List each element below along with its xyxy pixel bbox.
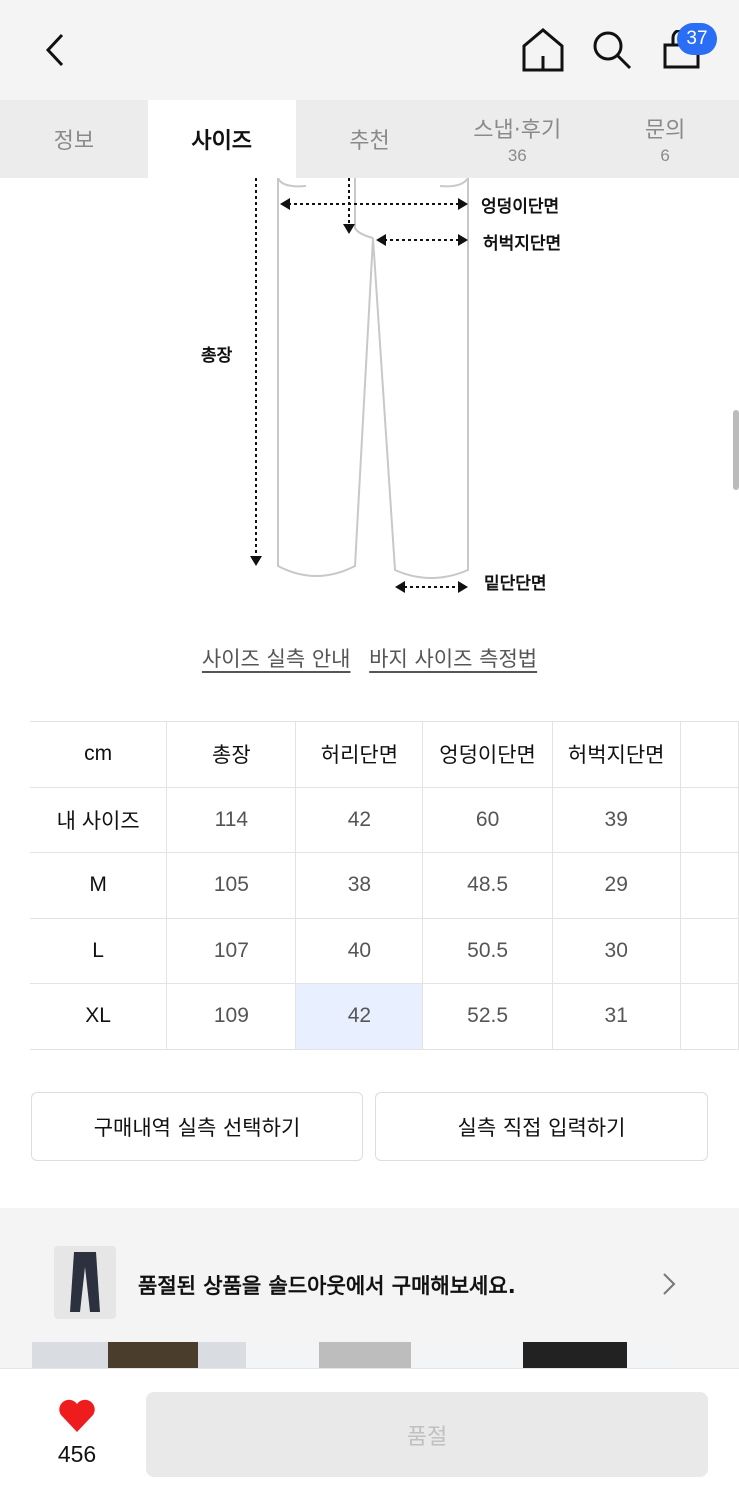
size-links: 사이즈 실측 안내 바지 사이즈 측정법 xyxy=(0,643,739,673)
cell: 48.5 xyxy=(422,852,553,919)
header-cell xyxy=(679,721,739,788)
cell: 29 xyxy=(551,852,681,919)
tab-snap-review[interactable]: 스냅·후기 36 xyxy=(443,100,591,178)
product-photo[interactable] xyxy=(461,1342,676,1368)
home-icon[interactable] xyxy=(521,28,565,72)
cell xyxy=(679,852,739,919)
product-thumbnail xyxy=(54,1246,116,1319)
cell: 42 xyxy=(295,786,424,853)
cell xyxy=(679,786,739,853)
tab-info[interactable]: 정보 xyxy=(0,100,148,178)
cell-highlighted: 42 xyxy=(295,983,424,1050)
table-row: L 107 40 50.5 30 xyxy=(30,917,739,984)
pants-outline xyxy=(250,177,469,593)
measure-howto-link[interactable]: 바지 사이즈 측정법 xyxy=(369,647,538,671)
table-row: 내 사이즈 114 42 60 39 xyxy=(30,786,739,853)
cell: 109 xyxy=(166,983,297,1050)
cell: L xyxy=(30,917,168,984)
table-row: XL 109 42 52.5 31 xyxy=(30,983,739,1050)
scrollbar[interactable] xyxy=(733,410,739,490)
cell: 105 xyxy=(166,852,297,919)
cell: 31 xyxy=(551,983,681,1050)
tab-count: 6 xyxy=(660,146,670,165)
purchase-history-measure-button[interactable]: 구매내역 실측 선택하기 xyxy=(31,1092,363,1161)
cell: 38 xyxy=(295,852,424,919)
label-thigh: 허벅지단면 xyxy=(483,234,562,254)
cell xyxy=(679,983,739,1050)
search-icon[interactable] xyxy=(592,30,632,70)
label-hip: 엉덩이단면 xyxy=(481,197,560,217)
tab-label: 문의 xyxy=(644,118,686,143)
size-guide-link[interactable]: 사이즈 실측 안내 xyxy=(201,647,351,671)
tab-label: 추천 xyxy=(349,129,390,154)
cell: 107 xyxy=(166,917,297,984)
product-photo[interactable] xyxy=(247,1342,460,1368)
cell: 60 xyxy=(422,786,553,853)
tab-bar: 정보 사이즈 추천 스냅·후기 36 문의 6 xyxy=(0,100,739,178)
header-cell: 총장 xyxy=(166,721,297,788)
tab-label: 사이즈 xyxy=(191,129,253,154)
top-bar: 37 xyxy=(0,0,739,100)
cell: M xyxy=(30,852,168,919)
cell: 39 xyxy=(551,786,681,853)
cell xyxy=(679,917,739,984)
header-cell: cm xyxy=(30,721,168,788)
soldout-banner-section xyxy=(0,1208,739,1368)
header-cell: 허벅지단면 xyxy=(551,721,681,788)
chevron-right-icon[interactable] xyxy=(662,1272,676,1296)
cell: 내 사이즈 xyxy=(30,786,168,853)
like-count: 456 xyxy=(57,1441,97,1467)
cell: 114 xyxy=(166,786,297,853)
tab-label: 정보 xyxy=(53,129,95,154)
cart-count-badge: 37 xyxy=(677,23,717,55)
manual-measure-input-button[interactable]: 실측 직접 입력하기 xyxy=(375,1092,708,1161)
tab-size[interactable]: 사이즈 xyxy=(147,100,296,178)
cell: XL xyxy=(30,983,168,1050)
size-diagram: 엉덩이단면 허벅지단면 총장 밑단단면 xyxy=(0,177,739,608)
header-cell: 엉덩이단면 xyxy=(422,721,553,788)
cell: 50.5 xyxy=(422,917,553,984)
tab-recommend[interactable]: 추천 xyxy=(296,100,444,178)
tab-label: 스냅·후기 xyxy=(473,118,562,143)
heart-icon[interactable] xyxy=(57,1398,97,1434)
cell: 52.5 xyxy=(422,983,553,1050)
cell: 40 xyxy=(295,917,424,984)
label-length: 총장 xyxy=(201,346,233,366)
soldout-button: 품절 xyxy=(146,1392,708,1477)
tab-count: 36 xyxy=(507,146,527,165)
table-row: M 105 38 48.5 29 xyxy=(30,852,739,919)
label-hem: 밑단단면 xyxy=(484,574,547,594)
table-header-row: cm 총장 허리단면 엉덩이단면 허벅지단면 xyxy=(30,721,739,788)
product-photo[interactable] xyxy=(32,1342,246,1368)
soldout-banner-link[interactable]: 품절된 상품을 솔드아웃에서 구매해보세요. xyxy=(138,1274,516,1298)
cell: 30 xyxy=(551,917,681,984)
header-cell: 허리단면 xyxy=(295,721,424,788)
back-icon[interactable] xyxy=(40,32,70,68)
tab-inquiry[interactable]: 문의 6 xyxy=(591,100,739,178)
